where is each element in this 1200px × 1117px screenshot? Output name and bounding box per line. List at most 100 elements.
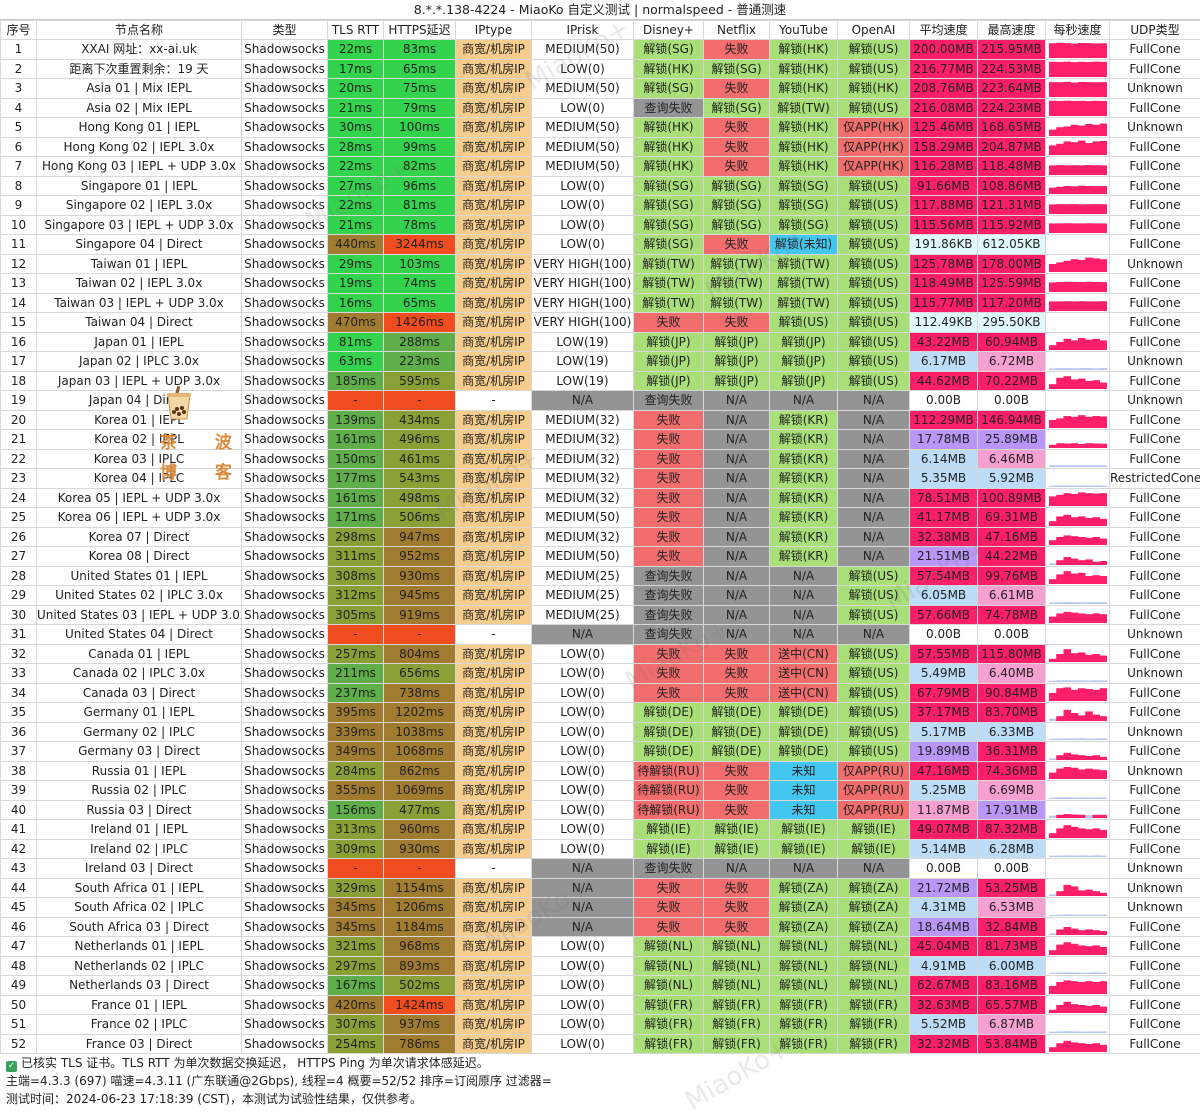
header-tls-rtt[interactable]: TLS RTT [328,21,384,40]
header-per-second-speed[interactable]: 每秒速度 [1046,21,1110,40]
udp-type: Unknown [1110,79,1200,99]
max-speed: 47.16MB [978,527,1046,547]
header-iprisk[interactable]: IPrisk [532,21,634,40]
header-netflix[interactable]: Netflix [704,21,770,40]
disney-status: 解锁(IE) [634,820,704,840]
header-index[interactable]: 序号 [1,21,37,40]
header-youtube[interactable]: YouTube [770,21,838,40]
speed-sparkline [1046,625,1110,645]
header-iptype[interactable]: IPtype [456,21,532,40]
openai-status: 解锁(US) [838,371,910,391]
speed-bar [1063,126,1071,136]
header-disney[interactable]: Disney+ [634,21,704,40]
ip-risk: LOW(0) [532,956,634,976]
https-delay: 82ms [384,157,456,177]
speed-bar [1078,755,1086,760]
per-second-speed-chart [1049,294,1107,311]
speed-bar [1085,576,1093,584]
netflix-status: N/A [704,410,770,430]
node-name: Canada 01 | IEPL [37,644,242,664]
netflix-status: N/A [704,508,770,528]
openai-status: 解锁(IE) [838,839,910,859]
speed-bar [1092,797,1100,799]
header-type[interactable]: 类型 [242,21,328,40]
netflix-status: 解锁(TW) [704,254,770,274]
speed-bar [1099,539,1106,545]
youtube-status: 解锁(SG) [770,215,838,235]
protocol-type: Shadowsocks [242,137,328,157]
speed-bar [1056,165,1064,175]
avg-speed: 32.63MB [910,995,978,1015]
speed-bar [1063,485,1071,487]
header-avg-speed[interactable]: 平均速度 [910,21,978,40]
youtube-status: 解锁(KR) [770,449,838,469]
header-https-delay[interactable]: HTTPS延迟 [384,21,456,40]
header-max-speed[interactable]: 最高速度 [978,21,1046,40]
node-name: XXAI 网址：xx-ai.uk [37,40,242,60]
https-delay: 862ms [384,761,456,781]
ip-type: 商宽/机房IP [456,98,532,118]
speed-bar [1070,739,1078,740]
avg-speed: 208.76MB [910,79,978,99]
speed-bar [1099,466,1106,468]
header-udp-type[interactable]: UDP类型 [1110,21,1200,40]
ip-risk: MEDIUM(32) [532,449,634,469]
header-node-name[interactable]: 节点名称 [37,21,242,40]
per-second-speed-chart [1049,119,1107,136]
ip-type: 商宽/机房IP [456,878,532,898]
avg-speed: 4.91MB [910,956,978,976]
speed-bar [1078,715,1086,721]
header-openai[interactable]: OpenAI [838,21,910,40]
avg-speed: 5.25MB [910,781,978,801]
